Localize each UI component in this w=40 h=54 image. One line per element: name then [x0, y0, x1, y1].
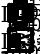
Bar [22, 23, 23, 25]
Bar [26, 14, 29, 15]
Bar [26, 17, 29, 18]
Bar [26, 20, 29, 21]
Text: 120: 120 [27, 12, 40, 30]
Bar [11, 8, 14, 9]
Bar [26, 15, 29, 16]
Bar [26, 12, 29, 13]
Text: 100: 100 [10, 17, 40, 35]
Bar [26, 11, 29, 12]
Text: FIG. 1: FIG. 1 [0, 5, 40, 27]
Bar [20, 23, 21, 25]
Bar [25, 23, 26, 25]
Text: FIG. 2: FIG. 2 [0, 32, 40, 54]
Bar [11, 20, 14, 21]
Bar [26, 16, 29, 17]
Text: 110: 110 [7, 5, 38, 22]
Bar [17, 2, 18, 4]
Bar [25, 2, 26, 4]
Text: 220: 220 [26, 36, 40, 54]
Bar [17, 23, 18, 25]
Text: 200: 200 [8, 44, 39, 54]
Bar [22, 2, 23, 4]
Bar [20, 2, 21, 4]
Bar [11, 6, 14, 7]
Text: 210: 210 [26, 42, 40, 54]
Bar [11, 7, 14, 8]
Bar [18, 2, 19, 4]
Bar [11, 18, 14, 19]
Bar [15, 23, 16, 25]
Bar [23, 2, 24, 4]
Text: LINES/SPACES
A: LINES/SPACES A [8, 4, 40, 38]
Bar [23, 23, 24, 25]
Bar [15, 2, 16, 4]
Bar [26, 10, 29, 11]
Bar [18, 23, 19, 25]
Bar [26, 9, 29, 10]
Bar [26, 6, 29, 7]
Text: 230: 230 [26, 28, 40, 46]
Bar [11, 19, 14, 20]
Text: 130: 130 [27, 0, 40, 16]
